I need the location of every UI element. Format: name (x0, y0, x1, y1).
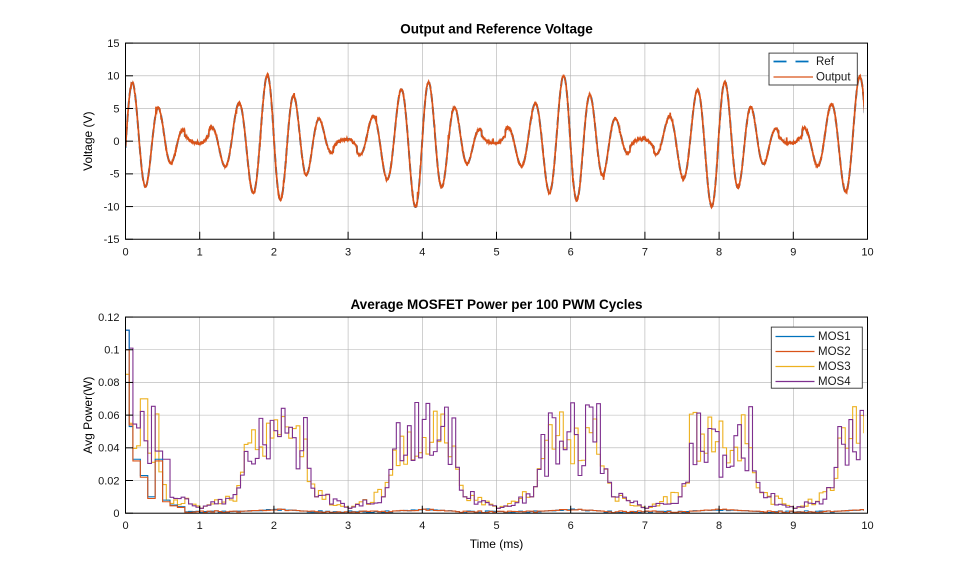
svg-text:Average MOSFET Power per 100 P: Average MOSFET Power per 100 PWM Cycles (350, 297, 642, 312)
svg-text:0.1: 0.1 (104, 345, 119, 357)
svg-text:9: 9 (790, 246, 796, 258)
svg-text:0.12: 0.12 (98, 312, 119, 324)
svg-text:0.06: 0.06 (98, 410, 119, 422)
svg-text:9: 9 (790, 520, 796, 532)
svg-text:7: 7 (642, 246, 648, 258)
svg-text:10: 10 (107, 71, 119, 83)
svg-text:0: 0 (113, 508, 119, 520)
svg-text:6: 6 (568, 246, 574, 258)
svg-text:3: 3 (345, 520, 351, 532)
svg-text:1: 1 (197, 520, 203, 532)
svg-text:8: 8 (716, 520, 722, 532)
svg-text:10: 10 (861, 246, 873, 258)
svg-text:MOS1: MOS1 (818, 331, 851, 343)
svg-text:0: 0 (122, 246, 128, 258)
svg-text:2: 2 (271, 520, 277, 532)
svg-text:MOS3: MOS3 (818, 361, 851, 373)
svg-text:Output and Reference Voltage: Output and Reference Voltage (400, 22, 593, 37)
svg-text:Output: Output (816, 72, 851, 84)
svg-text:Avg Power(W): Avg Power(W) (81, 377, 95, 454)
svg-text:MOS4: MOS4 (818, 376, 851, 388)
svg-text:-15: -15 (104, 234, 120, 246)
svg-text:MOS2: MOS2 (818, 346, 851, 358)
svg-text:7: 7 (642, 520, 648, 532)
svg-text:5: 5 (493, 520, 499, 532)
svg-text:0.02: 0.02 (98, 475, 119, 487)
svg-text:0: 0 (122, 520, 128, 532)
svg-text:1: 1 (197, 246, 203, 258)
svg-text:0.04: 0.04 (98, 443, 119, 455)
svg-text:15: 15 (107, 38, 119, 50)
svg-text:3: 3 (345, 246, 351, 258)
svg-text:-10: -10 (104, 201, 120, 213)
svg-text:4: 4 (419, 246, 425, 258)
svg-text:Ref: Ref (816, 56, 835, 68)
svg-text:8: 8 (716, 246, 722, 258)
svg-text:2: 2 (271, 246, 277, 258)
svg-text:6: 6 (568, 520, 574, 532)
svg-text:-5: -5 (110, 169, 120, 181)
svg-text:0: 0 (113, 136, 119, 148)
svg-text:10: 10 (861, 520, 873, 532)
svg-text:Time (ms): Time (ms) (470, 537, 524, 551)
svg-text:0.08: 0.08 (98, 377, 119, 389)
svg-text:Voltage (V): Voltage (V) (81, 111, 95, 170)
svg-text:4: 4 (419, 520, 425, 532)
svg-text:5: 5 (493, 246, 499, 258)
svg-text:5: 5 (113, 103, 119, 115)
